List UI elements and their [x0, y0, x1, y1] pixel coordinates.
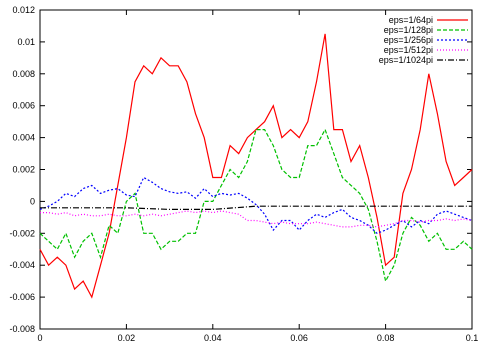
y-tick-label: -0.006 — [9, 292, 35, 302]
x-tick-label: 0.02 — [118, 333, 136, 343]
series-line-1 — [39, 33, 473, 299]
y-tick-label: -0.004 — [9, 260, 35, 270]
y-tick-label: -0.002 — [9, 228, 35, 238]
series-layer — [39, 33, 473, 299]
x-tick-label: 0.08 — [377, 333, 395, 343]
y-tick-label: 0.002 — [12, 165, 35, 175]
y-tick-label: 0.004 — [12, 133, 35, 143]
x-tick-label: 0.06 — [290, 333, 308, 343]
x-tick-label: 0.04 — [204, 333, 222, 343]
series-line-3 — [39, 176, 473, 234]
x-tick-label: 0.1 — [466, 333, 478, 343]
y-tick-label: 0.012 — [12, 5, 35, 15]
axes: 0 0.02 0.04 0.06 0.08 0.1 -0.008 -0.006 -0.004 -0… — [9, 5, 478, 343]
legend: eps=1/64pieps=1/128pieps=1/256pieps=1/51… — [379, 15, 468, 65]
series-line-5 — [40, 205, 472, 210]
y-tick-label: 0.008 — [12, 69, 35, 79]
y-tick-label: -0.008 — [9, 324, 35, 334]
y-tick-label: 0.006 — [12, 101, 35, 111]
x-tick-label: 0 — [37, 333, 42, 343]
series-line-2 — [39, 128, 473, 283]
legend-label-1: eps=1/64pi — [389, 15, 433, 25]
y-tick-label: 0 — [30, 196, 35, 206]
series-line-4 — [40, 210, 473, 228]
y-tick-label: 0.01 — [17, 37, 35, 47]
legend-label-2: eps=1/128pi — [384, 25, 433, 35]
legend-label-5: eps=1/1024pi — [379, 55, 433, 65]
legend-label-3: eps=1/256pi — [384, 35, 433, 45]
legend-label-4: eps=1/512pi — [384, 45, 433, 55]
